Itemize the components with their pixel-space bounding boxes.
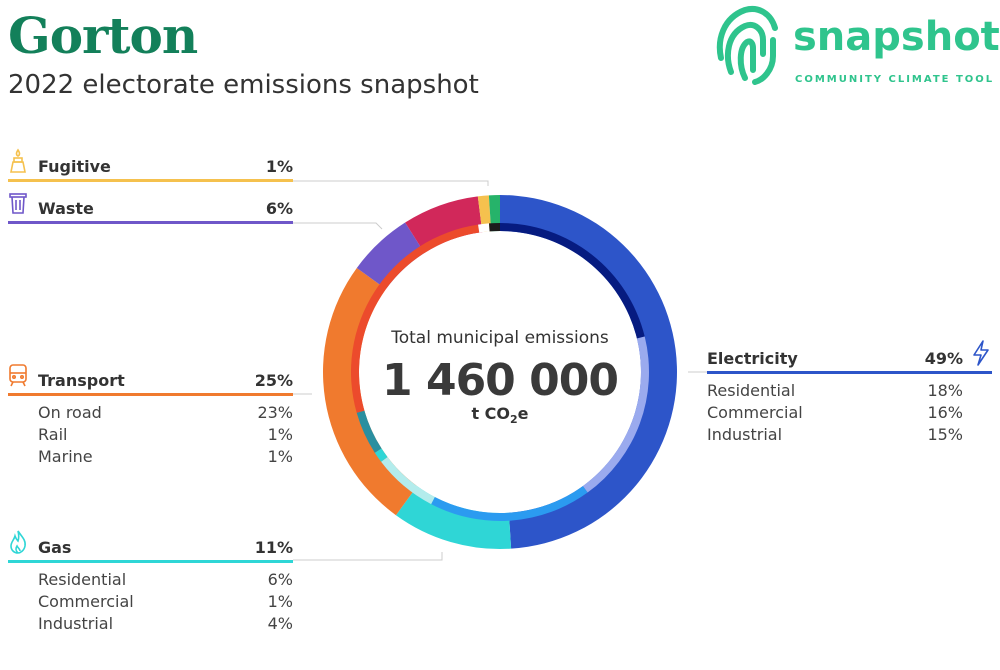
transport-rail-percent: 1% bbox=[267, 425, 293, 444]
outer-slice-electricity bbox=[500, 195, 678, 549]
fugitive-percent: 1% bbox=[265, 157, 293, 176]
electricity-residential-label: Residential bbox=[707, 381, 796, 400]
transport-onroad-label: On road bbox=[38, 403, 102, 422]
electricity-commercial-label: Commercial bbox=[707, 403, 803, 422]
lightning-bolt-icon bbox=[973, 340, 989, 366]
brand-name: snapshot bbox=[793, 14, 1000, 60]
fugitive-underline bbox=[8, 179, 293, 182]
waste-percent: 6% bbox=[265, 199, 293, 218]
inner-slice-gas-residential bbox=[381, 456, 435, 505]
gas-underline bbox=[8, 560, 293, 563]
total-emissions-label: Total municipal emissions bbox=[391, 328, 609, 348]
leader-line-gas bbox=[293, 552, 443, 561]
total-emissions-unit: t CO2e bbox=[471, 404, 529, 427]
flame-icon bbox=[10, 530, 26, 554]
inner-slice-gas-industrial bbox=[356, 410, 382, 453]
outer-slice-waste bbox=[356, 222, 425, 290]
transport-underline bbox=[8, 393, 293, 396]
fingerprint-icon bbox=[716, 6, 778, 85]
gas-commercial-percent: 1% bbox=[267, 592, 293, 611]
transport-onroad-percent: 23% bbox=[257, 403, 293, 422]
inner-slice-electricity-commercial bbox=[582, 336, 649, 493]
leader-line-waste bbox=[293, 222, 383, 230]
transport-marine-label: Marine bbox=[38, 447, 93, 466]
transport-label: Transport bbox=[38, 371, 125, 390]
electricity-underline bbox=[707, 371, 992, 374]
brand-tagline: COMMUNITY CLIMATE TOOL bbox=[795, 74, 995, 85]
total-emissions-value: 1 460 000 bbox=[382, 355, 619, 406]
outer-slice-other bbox=[488, 195, 500, 232]
lighter-icon bbox=[10, 148, 26, 173]
inner-slice-transport-marine bbox=[488, 223, 500, 232]
gas-residential-label: Residential bbox=[38, 570, 127, 589]
leader-line-fugitive bbox=[293, 180, 489, 186]
gas-residential-percent: 6% bbox=[267, 570, 293, 589]
outer-slice-transport bbox=[323, 267, 418, 516]
inner-slice-electricity-industrial bbox=[431, 486, 588, 521]
gas-industrial-label: Industrial bbox=[38, 614, 114, 633]
electricity-industrial-percent: 15% bbox=[927, 425, 963, 444]
inner-slice-electricity-residential bbox=[500, 223, 645, 339]
trash-bin-icon bbox=[9, 193, 27, 214]
gas-label: Gas bbox=[38, 538, 72, 557]
fugitive-label: Fugitive bbox=[38, 157, 111, 176]
electricity-industrial-label: Industrial bbox=[707, 425, 783, 444]
outer-slice-gas bbox=[395, 486, 512, 550]
outer-slice-agriculture bbox=[405, 196, 483, 253]
transport-marine-percent: 1% bbox=[267, 447, 293, 466]
brand-logo: snapshot COMMUNITY CLIMATE TOOL bbox=[715, 0, 1000, 90]
electricity-label: Electricity bbox=[707, 349, 798, 368]
inner-slice-transport-rail bbox=[478, 223, 490, 233]
electricity-percent: 49% bbox=[924, 349, 963, 368]
train-icon bbox=[9, 364, 27, 387]
gas-commercial-label: Commercial bbox=[38, 592, 134, 611]
transport-percent: 25% bbox=[254, 371, 293, 390]
transport-rail-label: Rail bbox=[38, 425, 68, 444]
electricity-commercial-percent: 16% bbox=[927, 403, 963, 422]
inner-slice-gas-commercial bbox=[374, 448, 388, 462]
outer-slice-fugitive bbox=[477, 195, 492, 233]
page-title: Gorton bbox=[8, 6, 198, 65]
electricity-residential-percent: 18% bbox=[927, 381, 963, 400]
waste-label: Waste bbox=[38, 199, 94, 218]
waste-underline bbox=[8, 221, 293, 224]
page-subtitle: 2022 electorate emissions snapshot bbox=[8, 70, 479, 100]
gas-industrial-percent: 4% bbox=[267, 614, 293, 633]
gas-percent: 11% bbox=[254, 538, 293, 557]
